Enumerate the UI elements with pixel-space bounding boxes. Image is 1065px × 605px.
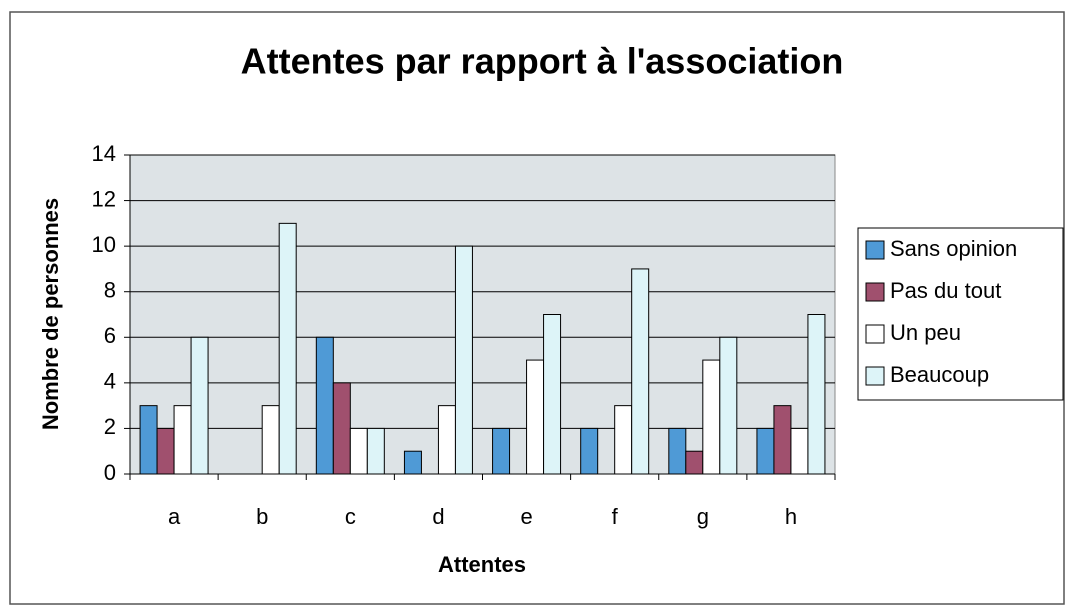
bar <box>773 405 792 475</box>
x-tick-label: d <box>432 504 444 529</box>
bar <box>790 427 809 475</box>
bar <box>668 427 687 475</box>
x-tick-label: a <box>168 504 181 529</box>
bar <box>403 450 422 475</box>
x-tick-label: c <box>345 504 356 529</box>
y-tick-label: 0 <box>104 460 116 485</box>
bar <box>437 405 456 475</box>
legend-label: Pas du tout <box>890 278 1001 303</box>
y-axis-label: Nombre de personnes <box>38 198 63 430</box>
bar <box>631 268 650 475</box>
bar <box>349 427 368 475</box>
legend-swatch <box>865 324 885 344</box>
bar <box>719 336 738 475</box>
legend-box <box>857 227 1064 401</box>
y-tick-label: 2 <box>104 414 116 439</box>
bar <box>278 222 297 475</box>
bar <box>454 245 473 475</box>
legend-label: Beaucoup <box>890 362 989 387</box>
y-tick-label: 6 <box>104 323 116 348</box>
bar <box>526 359 545 475</box>
y-tick-label: 12 <box>92 186 116 211</box>
x-tick-label: e <box>520 504 532 529</box>
y-tick-label: 8 <box>104 278 116 303</box>
y-tick-label: 10 <box>92 232 116 257</box>
bar <box>156 427 175 475</box>
legend-label: Un peu <box>890 320 961 345</box>
bar <box>807 314 826 475</box>
bar <box>685 450 704 475</box>
bar <box>756 427 775 475</box>
legend-swatch <box>865 240 885 260</box>
x-axis-label: Attentes <box>438 552 526 577</box>
bar <box>543 314 562 475</box>
x-tick-label: h <box>785 504 797 529</box>
legend-label: Sans opinion <box>890 236 1017 261</box>
x-tick-label: g <box>697 504 709 529</box>
bar <box>139 405 158 475</box>
bar <box>332 382 351 475</box>
bar <box>492 427 511 475</box>
bar <box>614 405 633 475</box>
x-tick-label: b <box>256 504 268 529</box>
bar <box>366 427 385 475</box>
bar <box>261 405 280 475</box>
y-tick-label: 14 <box>92 141 116 166</box>
bar <box>173 405 192 475</box>
legend-swatch <box>865 366 885 386</box>
bar <box>315 336 334 475</box>
chart-title: Attentes par rapport à l'association <box>241 41 844 82</box>
bar <box>702 359 721 475</box>
x-tick-label: f <box>612 504 619 529</box>
y-tick-label: 4 <box>104 369 116 394</box>
legend-swatch <box>865 282 885 302</box>
bar <box>190 336 209 475</box>
bar <box>580 427 599 475</box>
